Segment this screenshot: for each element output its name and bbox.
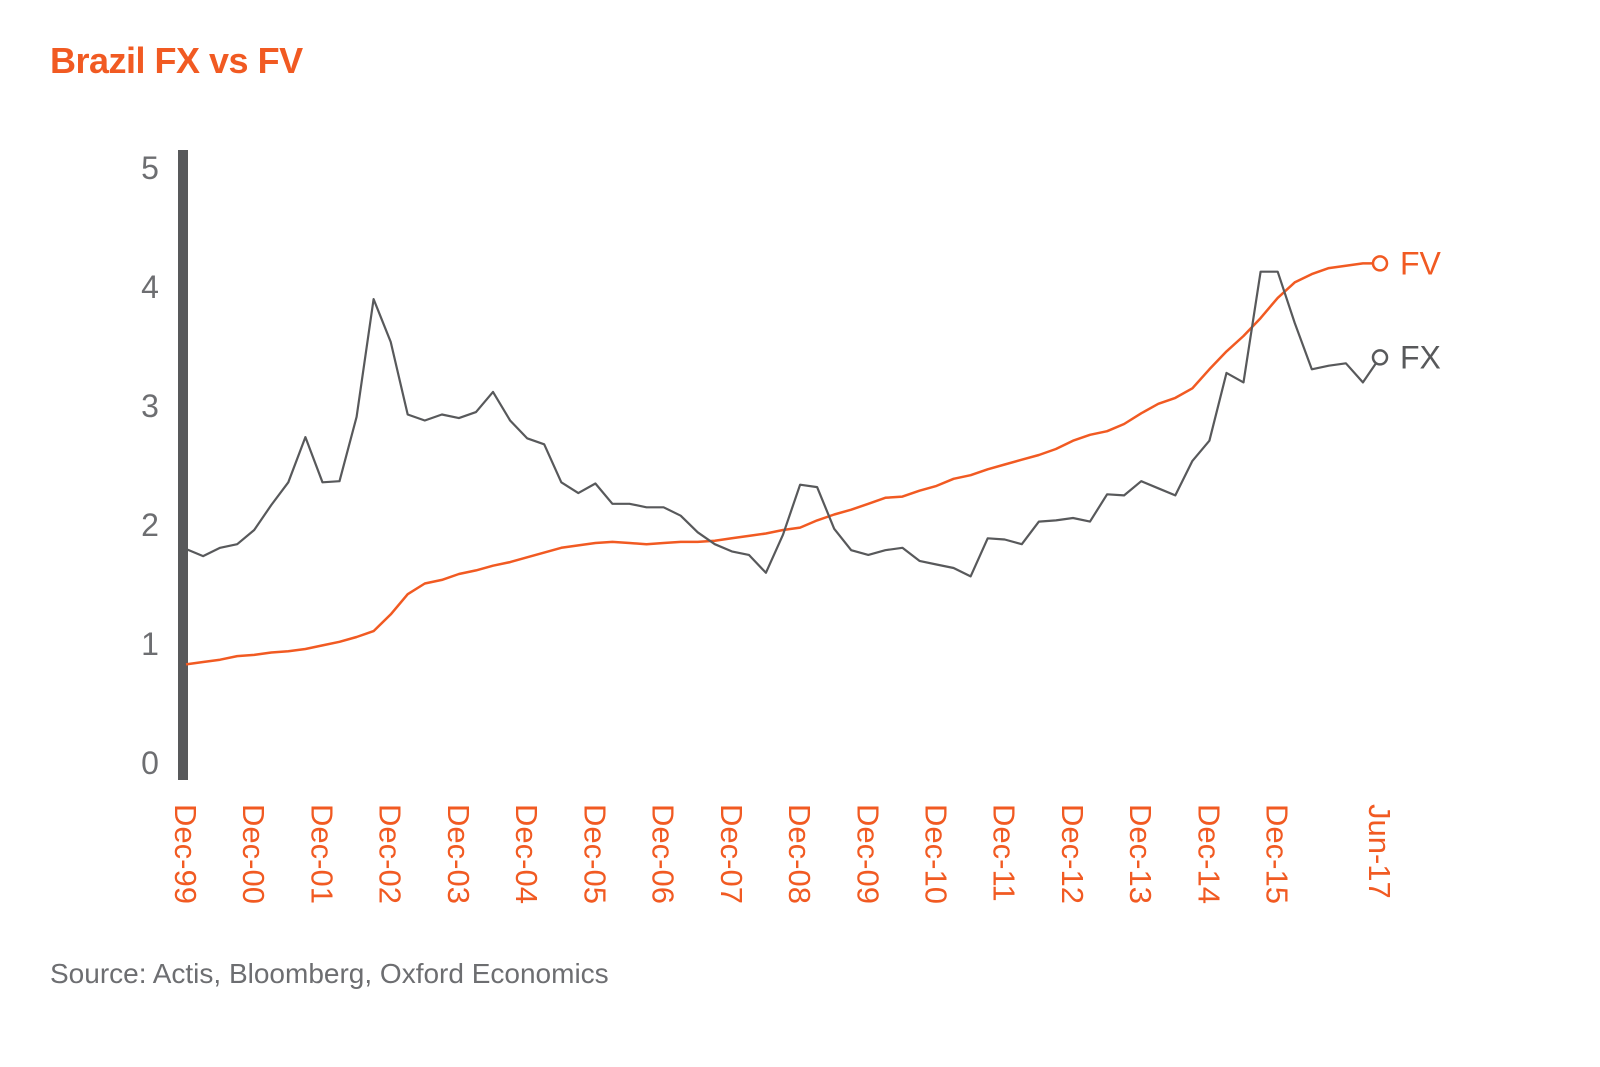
- x-tick-label: Dec-07: [714, 804, 749, 904]
- y-tick-label: 5: [141, 150, 159, 186]
- x-tick-label: Dec-13: [1123, 804, 1158, 904]
- series-lines: [185, 262, 1381, 666]
- x-tick-label: Dec-12: [1055, 804, 1090, 904]
- x-tick-label: Dec-10: [919, 804, 954, 904]
- series-line-fv: [185, 262, 1380, 666]
- x-tick-label: Dec-02: [373, 804, 408, 904]
- y-tick-label: 0: [141, 745, 159, 781]
- series-line-fx: [185, 270, 1381, 578]
- x-tick-label: Dec-01: [305, 804, 340, 904]
- y-tick-label: 4: [141, 269, 159, 305]
- x-axis-ticks: Dec-99 Dec-00 Dec-01 Dec-02 Dec-03 Dec-04 Dec-…: [168, 804, 1397, 904]
- x-tick-label: Jun-17: [1362, 804, 1397, 899]
- x-tick-label: Dec-03: [441, 804, 476, 904]
- source-note: Source: Actis, Bloomberg, Oxford Economi…: [50, 958, 609, 989]
- x-tick-label: Dec-05: [577, 804, 612, 904]
- x-tick-label: Dec-14: [1191, 804, 1226, 904]
- series-end-labels: FX FV: [1371, 245, 1442, 375]
- y-tick-label: 1: [141, 626, 159, 662]
- x-tick-label: Dec-08: [782, 804, 817, 904]
- series-end-marker-fx: [1371, 349, 1389, 366]
- x-tick-label: Dec-15: [1260, 804, 1295, 904]
- y-tick-label: 2: [141, 507, 159, 543]
- x-tick-label: Dec-04: [509, 804, 544, 904]
- series-label-fv: FV: [1400, 245, 1442, 281]
- x-tick-label: Dec-09: [850, 804, 885, 904]
- series-end-marker-fv: [1371, 255, 1389, 272]
- chart-title: Brazil FX vs FV: [50, 40, 303, 81]
- series-label-fx: FX: [1400, 339, 1441, 375]
- x-tick-label: Dec-99: [168, 804, 203, 904]
- y-axis-ticks: 0 1 2 3 4 5: [141, 150, 159, 781]
- x-tick-label: Dec-00: [236, 804, 271, 904]
- x-tick-label: Dec-11: [987, 804, 1022, 902]
- x-tick-label: Dec-06: [646, 804, 681, 904]
- y-tick-label: 3: [141, 388, 159, 424]
